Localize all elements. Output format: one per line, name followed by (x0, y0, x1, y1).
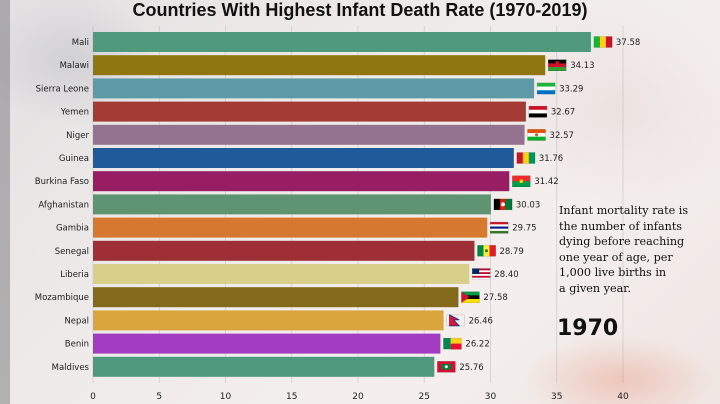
bar-yemen (93, 101, 526, 122)
category-label-mozambique: Mozambique (35, 293, 89, 303)
bar-liberia (93, 264, 470, 284)
mozambique-flag-icon (461, 291, 480, 303)
value-label-senegal: 28.79 (499, 247, 523, 257)
x-tick-label-35: 35 (551, 392, 562, 402)
value-label-benin: 26.22 (465, 340, 489, 350)
afghanistan-flag-icon (493, 198, 513, 211)
value-label-guinea: 31.76 (539, 154, 563, 164)
bar-guinea (93, 148, 514, 168)
category-label-liberia: Liberia (60, 270, 89, 280)
category-label-guinea: Guinea (59, 154, 89, 164)
category-label-sierra-leone: Sierra Leone (36, 84, 89, 94)
x-tick-label-0: 0 (90, 392, 96, 402)
malawi-flag-icon (548, 59, 567, 71)
x-tick-label-40: 40 (617, 392, 629, 402)
category-label-malawi: Malawi (60, 61, 89, 71)
liberia-flag-icon (472, 268, 491, 280)
bar-mali (93, 32, 591, 52)
value-label-nepal: 26.46 (469, 316, 493, 326)
category-label-maldives: Maldives (52, 363, 90, 373)
bar-burkina-faso (93, 171, 510, 192)
value-label-gambia: 29.75 (512, 224, 536, 234)
value-label-mozambique: 27.58 (483, 293, 507, 303)
value-label-liberia: 28.40 (494, 270, 518, 280)
bar-maldives (93, 356, 435, 377)
x-tick-label-5: 5 (156, 392, 162, 402)
value-label-malawi: 34.13 (570, 61, 594, 71)
category-label-benin: Benin (65, 340, 89, 350)
value-label-yemen: 32.67 (551, 108, 575, 118)
senegal-flag-icon (477, 245, 496, 257)
bar-benin (93, 333, 441, 354)
value-label-afghanistan: 30.03 (516, 200, 540, 210)
benin-flag-icon (443, 337, 462, 350)
gambia-flag-icon (489, 221, 509, 234)
bar-afghanistan (93, 194, 491, 215)
x-tick-label-20: 20 (352, 392, 364, 402)
side-stripe (0, 0, 10, 404)
yemen-flag-icon (528, 105, 548, 118)
maldives-flag-icon (437, 361, 456, 373)
bar-malawi (93, 55, 546, 76)
category-label-afghanistan: Afghanistan (38, 200, 89, 210)
x-tick-label-25: 25 (419, 392, 430, 402)
bar-gambia (93, 217, 488, 238)
bar-mozambique (93, 287, 459, 308)
value-label-sierra-leone: 33.29 (559, 84, 583, 94)
bar-niger (93, 124, 525, 145)
category-label-gambia: Gambia (56, 224, 89, 234)
category-label-burkina-faso: Burkina Faso (35, 177, 89, 187)
value-label-niger: 32.57 (550, 131, 574, 141)
category-label-mali: Mali (72, 38, 89, 48)
category-label-nepal: Nepal (64, 316, 89, 326)
value-label-maldives: 25.76 (459, 363, 483, 373)
chart-title: Countries With Highest Infant Death Rate… (132, 0, 588, 20)
bar-nepal (93, 310, 444, 331)
burkina-faso-flag-icon (512, 175, 531, 187)
x-tick-label-30: 30 (485, 392, 497, 402)
category-label-yemen: Yemen (60, 108, 89, 118)
value-label-burkina-faso: 31.42 (534, 177, 558, 187)
bars: Mali 37.58 Malawi 34.13 Sierra Leone 33.29 Yem… (35, 32, 640, 377)
x-tick-label-10: 10 (220, 392, 232, 402)
mali-flag-icon (593, 36, 613, 48)
x-axis-ticks: 0 5 10 15 20 25 30 35 40 (90, 392, 629, 402)
bar-senegal (93, 240, 475, 261)
category-label-niger: Niger (66, 131, 89, 141)
bar-sierra-leone (93, 78, 535, 99)
value-label-mali: 37.58 (616, 38, 640, 48)
category-label-senegal: Senegal (55, 247, 89, 257)
sierra-leone-flag-icon (536, 82, 556, 95)
x-tick-label-15: 15 (286, 392, 297, 402)
guinea-flag-icon (516, 152, 536, 164)
niger-flag-icon (527, 129, 546, 141)
year-label: 1970 (557, 316, 619, 341)
annotation-note: Infant mortality rate is the number of i… (559, 204, 689, 295)
nepal-flag-icon (446, 314, 465, 327)
